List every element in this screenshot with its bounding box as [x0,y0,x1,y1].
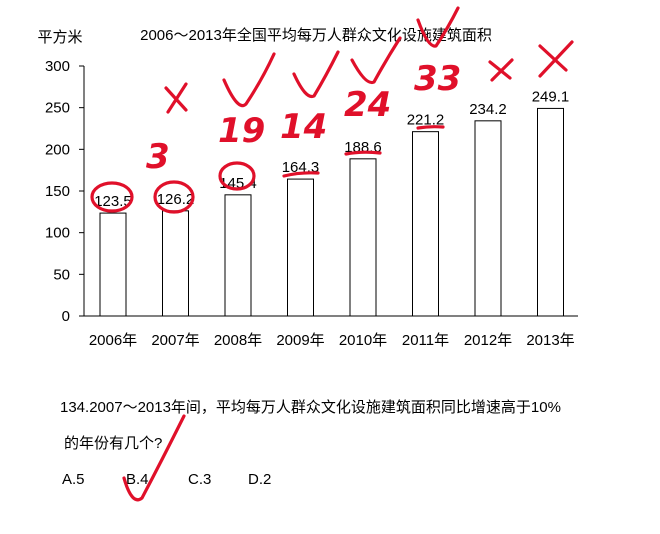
bar-value-label: 188.6 [344,139,382,156]
bar [99,212,127,317]
bar-chart: 2006～2013年全国平均每万人群众文化设施建筑面积 平方米 0 50 100 15… [37,26,578,349]
y-tick-label: 0 [62,308,70,325]
y-tick-label: 150 [45,183,70,200]
x-tick-label: 2013年 [526,332,574,349]
y-tick-label: 100 [45,225,70,242]
x-labels: 2006年 2007年 2008年 2009年 2010年 2011年 2012年 2013年 [89,332,575,349]
x-tick-label: 2012年 [464,332,512,349]
y-tick-label: 50 [53,266,70,283]
bar-value-label: 221.2 [407,112,445,129]
y-tick-label: 200 [45,141,70,158]
bar [162,210,189,317]
y-tick-label: 250 [45,100,70,117]
y-tick-label: 300 [45,58,70,75]
bar [537,107,564,317]
bar-value-label: 234.2 [469,101,507,118]
bar-value-label: 249.1 [532,88,570,105]
option-d[interactable]: D.2 [248,471,272,488]
x-tick-label: 2006年 [89,332,137,349]
x-tick-label: 2008年 [214,332,262,349]
bar [287,178,314,317]
option-a[interactable]: A.5 [62,471,85,488]
x-tick-label: 2009年 [276,332,324,349]
chart-title: 2006～2013年全国平均每万人群众文化设施建筑面积 [140,26,492,44]
question-stem-line1: 134.2007～2013年间，平均每万人群众文化设施建筑面积同比增速高于10% [60,399,561,416]
bar-value-label: 145.4 [219,175,257,192]
bar [412,131,439,317]
question-stem-line2: 的年份有几个? [64,435,163,452]
bar [349,158,377,317]
bar [474,120,502,317]
bar-value-label: 164.3 [282,159,320,176]
x-tick-label: 2007年 [151,332,199,349]
option-c[interactable]: C.3 [188,471,212,488]
x-tick-label: 2011年 [402,332,449,349]
option-b[interactable]: B.4 [126,471,149,488]
bar-value-label: 126.2 [157,191,195,208]
y-axis-label: 平方米 [37,29,82,46]
y-ticks: 0 50 100 150 200 250 300 [45,58,84,325]
bars [99,107,564,317]
x-tick-label: 2010年 [339,332,387,349]
bar [224,194,252,317]
bar-value-label: 123.5 [94,193,132,210]
